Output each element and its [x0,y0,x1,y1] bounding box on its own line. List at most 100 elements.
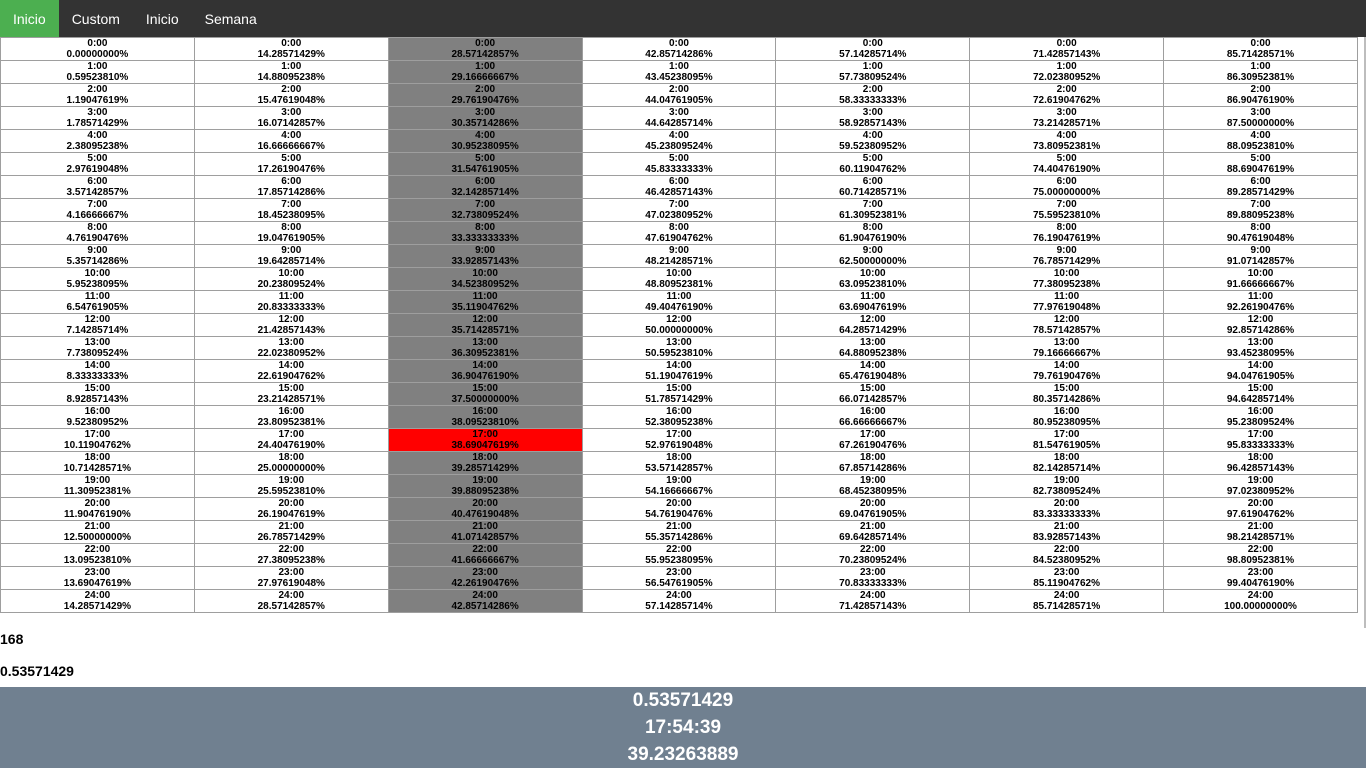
hour-label: 22:00 [1247,544,1274,556]
hour-cell: 16:00 23.80952381% [193,405,389,429]
percent-label: 44.04761905% [645,95,713,106]
percent-label: 57.73809524% [839,72,907,83]
percent-label: 52.97619048% [645,440,713,451]
percent-label: 58.33333333% [839,95,907,106]
hour-cell: 23:00 99.40476190% [1163,566,1358,590]
percent-label: 92.85714286% [1226,325,1295,336]
hour-cell: 4:00 16.66666667% [193,129,389,153]
percent-label: 63.69047619% [839,302,907,313]
hour-cell: 13:00 79.16666667% [969,336,1165,360]
hour-label: 12:00 [278,314,305,326]
hour-label: 23:00 [860,567,886,579]
percent-label: 5.95238095% [66,279,129,290]
hour-label: 18:00 [278,452,305,464]
hour-cell: 10:00 5.95238095% [0,267,195,291]
percent-label: 84.52380952% [1032,555,1101,566]
hour-label: 6:00 [475,176,496,188]
hour-cell: 0:00 14.28571429% [193,37,389,61]
hour-cell: 21:00 41.07142857% [387,520,583,544]
hour-label: 13:00 [1247,337,1274,349]
hour-label: 7:00 [668,199,689,211]
hour-cell: 16:00 52.38095238% [581,405,777,429]
hour-label: 6:00 [668,176,689,188]
percent-label: 10.71428571% [63,463,132,474]
hour-cell: 23:00 85.11904762% [969,566,1165,590]
percent-label: 47.02380952% [645,210,713,221]
percent-label: 82.73809524% [1032,486,1101,497]
hour-cell: 6:00 32.14285714% [387,175,583,199]
hour-label: 9:00 [475,245,496,257]
hour-label: 18:00 [1247,452,1274,464]
hour-label: 13:00 [1053,337,1080,349]
percent-label: 69.64285714% [839,532,907,543]
hour-label: 21:00 [860,521,886,533]
percent-label: 73.21428571% [1032,118,1101,129]
hour-label: 5:00 [281,153,302,165]
percent-label: 75.59523810% [1032,210,1101,221]
hour-label: 15:00 [472,383,498,395]
hour-label: 4:00 [475,130,496,142]
percent-label: 21.42857143% [257,325,325,336]
hour-cell: 11:00 63.69047619% [775,290,971,314]
hour-cell: 12:00 21.42857143% [193,313,389,337]
percent-label: 65.47619048% [839,371,907,382]
hour-cell: 22:00 27.38095238% [193,543,389,567]
hour-label: 9:00 [281,245,302,257]
hour-cell: 24:00 14.28571429% [0,589,195,613]
table-row: 23:00 13.69047619% 23:00 27.97619048% 23:00 4… [0,566,1358,590]
hour-cell: 20:00 69.04761905% [775,497,971,521]
hour-cell: 3:00 1.78571429% [0,106,195,130]
hour-cell: 2:00 72.61904762% [969,83,1165,107]
percent-label: 50.00000000% [645,325,713,336]
status-footer: 0.53571429 17:54:39 39.23263889 [0,687,1366,768]
hour-cell: 17:00 10.11904762% [0,428,195,452]
percent-label: 60.11904762% [839,164,907,175]
hour-cell: 4:00 2.38095238% [0,129,195,153]
footer-percent: 39.23263889 [627,744,739,765]
percent-label: 26.19047619% [257,509,325,520]
hour-cell: 18:00 96.42857143% [1163,451,1358,475]
hour-cell: 3:00 16.07142857% [193,106,389,130]
hour-cell: 12:00 92.85714286% [1163,313,1358,337]
table-row: 16:00 9.52380952% 16:00 23.80952381% 16:00 38… [0,405,1358,429]
hour-label: 9:00 [862,245,883,257]
hour-cell: 4:00 59.52380952% [775,129,971,153]
hour-cell: 10:00 63.09523810% [775,267,971,291]
percent-label: 12.50000000% [63,532,132,543]
percent-label: 89.88095238% [1226,210,1295,221]
hour-cell: 8:00 76.19047619% [969,221,1165,245]
hour-cell: 19:00 39.88095238% [387,474,583,498]
nav-item-inicio-2[interactable]: Inicio [145,10,179,27]
percent-label: 92.26190476% [1226,302,1295,313]
percent-label: 70.83333333% [839,578,907,589]
hour-cell: 16:00 80.95238095% [969,405,1165,429]
nav-item-inicio[interactable]: Inicio [0,0,59,37]
hour-cell: 16:00 9.52380952% [0,405,195,429]
nav-item-semana[interactable]: Semana [204,10,257,27]
hour-label: 4:00 [281,130,302,142]
hour-label: 15:00 [666,383,692,395]
hour-cell: 21:00 83.92857143% [969,520,1165,544]
percent-label: 70.23809524% [839,555,907,566]
percent-label: 50.59523810% [645,348,713,359]
hour-cell: 22:00 55.95238095% [581,543,777,567]
nav-item-custom[interactable]: Custom [71,10,120,27]
hour-label: 22:00 [472,544,498,556]
hour-label: 19:00 [860,475,886,487]
hour-cell: 11:00 92.26190476% [1163,290,1358,314]
hour-cell: 24:00 28.57142857% [193,589,389,613]
table-row: 1:00 0.59523810% 1:00 14.88095238% 1:00 29.16… [0,60,1358,84]
hour-cell: 5:00 88.69047619% [1163,152,1358,176]
hour-cell: 19:00 97.02380952% [1163,474,1358,498]
hour-cell: 21:00 12.50000000% [0,520,195,544]
percent-label: 26.78571429% [257,532,325,543]
percent-label: 76.78571429% [1032,256,1101,267]
hour-label: 4:00 [1056,130,1077,142]
hour-label: 6:00 [862,176,883,188]
hour-cell: 9:00 5.35714286% [0,244,195,268]
hour-cell: 8:00 90.47619048% [1163,221,1358,245]
hour-cell: 19:00 82.73809524% [969,474,1165,498]
hour-label: 16:00 [666,406,692,418]
percent-label: 20.23809524% [257,279,325,290]
percent-label: 22.61904762% [257,371,325,382]
